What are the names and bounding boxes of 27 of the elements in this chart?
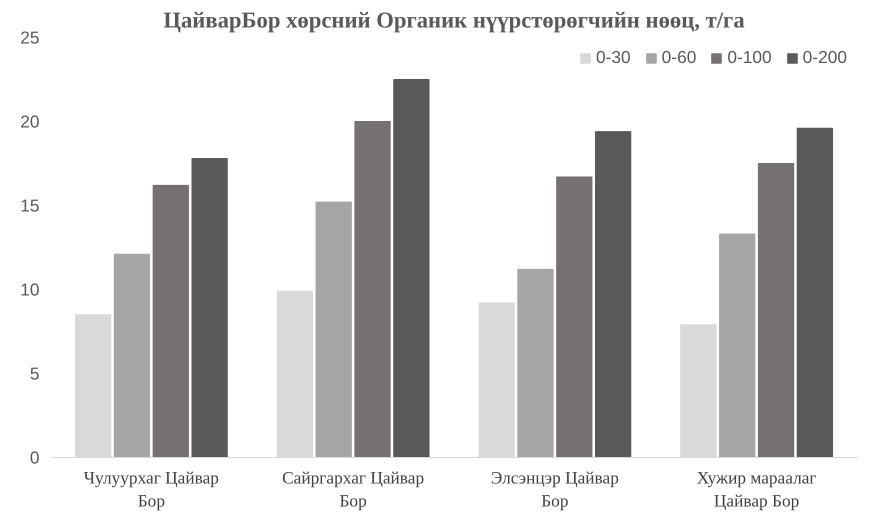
bar: [152, 184, 189, 458]
bar: [796, 128, 834, 458]
x-tick-label: Хужир мараалаг Цайвар Бор: [696, 468, 817, 510]
y-tick-label: 5: [30, 364, 40, 384]
bar: [114, 254, 150, 458]
y-tick-label: 25: [20, 28, 40, 48]
bar: [517, 268, 554, 458]
bar: [556, 176, 592, 458]
bar: [354, 121, 391, 458]
x-tick-label: Элсэнцэр Цайвар Бор: [490, 468, 619, 510]
bar: [393, 79, 430, 458]
x-tick-label: Чулуурхаг Цайвар Бор: [84, 468, 219, 510]
legend-label: 0-30: [596, 47, 631, 68]
bar: [719, 234, 756, 458]
legend-label: 0-200: [802, 47, 847, 68]
legend-label: 0-60: [662, 47, 696, 68]
legend-label: 0-100: [727, 47, 772, 68]
chart-title: ЦайварБор хөрсний Органик нүүрстөрөгчийн нөөц, т/га: [163, 8, 745, 32]
y-tick-label: 15: [20, 196, 40, 216]
bar: [594, 131, 632, 458]
y-tick-label: 20: [20, 112, 40, 132]
bar: [191, 158, 228, 458]
x-tick-label: Сайргархаг Цайвар Бор: [282, 468, 424, 510]
bar: [758, 163, 794, 458]
y-tick-label: 0: [30, 448, 40, 468]
bar: [316, 202, 352, 458]
y-tick-label: 10: [20, 280, 40, 300]
